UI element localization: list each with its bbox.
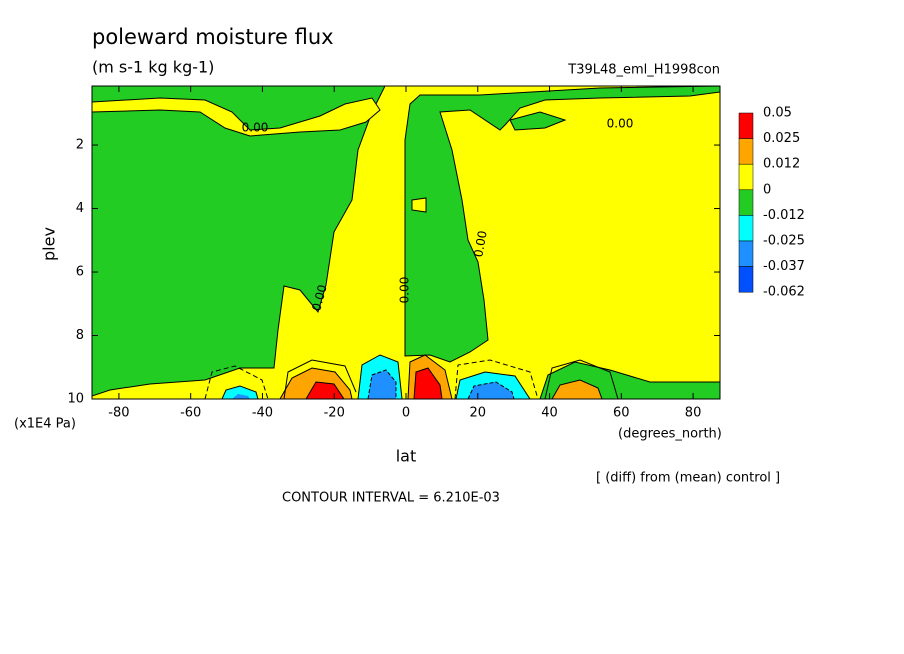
x-tick-label: -40: [252, 406, 273, 421]
colorbar-label: 0: [763, 182, 771, 197]
x-tick-label: 40: [541, 406, 558, 421]
contour-line: [544, 359, 619, 399]
colorbar-box: [738, 138, 754, 165]
x-tick-label: -60: [180, 406, 201, 421]
colorbar-label: 0.012: [763, 157, 800, 172]
colorbar-box: [738, 215, 754, 242]
x-axis-title: lat: [396, 447, 417, 466]
dataset-label: T39L48_eml_H1998con: [567, 63, 720, 78]
x-tick-label: -80: [108, 406, 129, 421]
colorbar-label: -0.062: [763, 285, 805, 300]
chart-title: poleward moisture flux: [92, 25, 334, 49]
colorbar-label: 0.025: [763, 131, 800, 146]
x-tick-label: 0: [402, 406, 410, 421]
contour-line: [283, 359, 357, 399]
y-tick-label: 8: [76, 328, 84, 343]
note: [ (diff) from (mean) control ]: [596, 471, 780, 486]
contour-line: [454, 359, 539, 399]
contour-label: 0.00: [242, 121, 269, 135]
contour-label: 0.00: [309, 283, 329, 312]
contour-line: [204, 365, 269, 399]
region: [551, 379, 603, 399]
region: [92, 86, 386, 397]
chart-subtitle: (m s-1 kg kg-1): [92, 58, 214, 77]
colorbar-box: [738, 163, 754, 191]
x-tick-label: -20: [324, 406, 345, 421]
colorbar-label: 0.05: [763, 106, 792, 121]
x-axis-units: (degrees_north): [618, 427, 722, 442]
y-axis-title: plev: [40, 227, 59, 261]
colorbar-box: [738, 112, 754, 139]
x-tick-label: 20: [469, 406, 486, 421]
colorbar-label: -0.037: [763, 259, 805, 274]
region: [367, 369, 397, 399]
region: [509, 111, 567, 131]
region: [467, 381, 515, 399]
region: [413, 367, 443, 399]
contour-label: 0.00: [607, 117, 634, 131]
y-tick-label: 6: [76, 265, 84, 280]
colorbar-box: [738, 189, 754, 216]
x-tick-label: 60: [613, 406, 630, 421]
contour-label: 0.00: [471, 230, 489, 259]
y-tick-label: 10: [67, 392, 84, 407]
colorbar-label: -0.025: [763, 234, 805, 249]
contour-field: [92, 86, 720, 399]
region: [221, 385, 259, 399]
region: [92, 97, 381, 137]
x-tick-label: 80: [685, 406, 702, 421]
region: [232, 394, 250, 399]
contour-label: 0.00: [398, 277, 412, 304]
y-tick-label: 2: [76, 138, 84, 153]
colorbar-box: [738, 240, 754, 267]
colorbar-label: -0.012: [763, 208, 805, 223]
contour-interval: CONTOUR INTERVAL = 6.210E-03: [282, 491, 500, 506]
y-axis-units: (x1E4 Pa): [14, 417, 76, 432]
colorbar-box: [738, 266, 754, 293]
y-tick-label: 4: [76, 201, 84, 216]
region: [404, 86, 720, 363]
region: [411, 197, 427, 213]
